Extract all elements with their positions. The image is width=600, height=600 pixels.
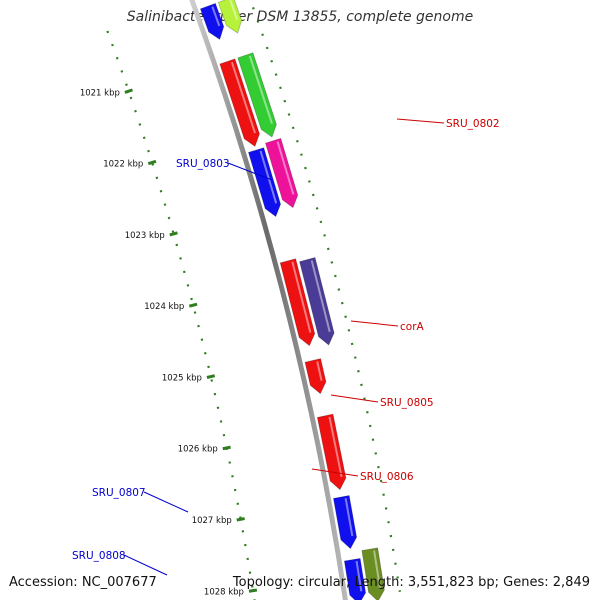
kbp-tick-mark — [169, 231, 178, 237]
gene-label-leader — [227, 162, 273, 181]
kbp-tick-mark — [248, 588, 258, 593]
gene-label: SRU_0808 — [72, 550, 126, 562]
gene-labels: SRU_0802 SRU_0803 corA SRU_0805 SRU_0806 SRU_… — [72, 118, 500, 576]
gene-feature — [279, 258, 316, 347]
kbp-tick-mark — [188, 302, 198, 308]
gene-feature — [247, 147, 282, 218]
gene-label: corA — [400, 321, 425, 333]
kbp-ticks: 1021 kbp 1022 kbp 1023 kbp 1024 kbp 1025 kbp… — [80, 88, 258, 597]
position-guides — [106, 0, 401, 600]
gene-feature — [361, 547, 385, 600]
kbp-tick-label: 1026 kbp — [178, 445, 218, 455]
gene-label: SRU_0803 — [176, 158, 230, 170]
gene-feature-highlight — [373, 550, 382, 589]
kbp-tick-mark — [236, 517, 245, 522]
gene-feature — [217, 0, 243, 34]
gene-feature — [316, 413, 347, 491]
gene-label-leader — [396, 118, 445, 124]
gene-feature-highlight — [344, 498, 354, 537]
gene-feature — [219, 58, 260, 147]
genome-summary-text: Topology: circular; Length: 3,551,823 bp… — [232, 575, 590, 590]
gene-feature-highlight — [328, 416, 343, 477]
kbp-tick-mark — [147, 159, 157, 166]
kbp-tick-label: 1024 kbp — [144, 302, 184, 312]
gene-feature — [264, 137, 299, 209]
gene-feature-highlight — [276, 141, 295, 195]
kbp-tick-mark — [206, 374, 216, 379]
gene-label: SRU_0805 — [380, 397, 434, 409]
gene-label-leader — [123, 554, 168, 576]
gene-feature-highlight — [291, 261, 312, 333]
kbp-tick-label: 1022 kbp — [103, 160, 143, 170]
genome-backbone — [189, 0, 348, 600]
kbp-tick-mark — [124, 88, 133, 94]
gene-label: SRU_0807 — [92, 487, 146, 499]
gene-label: SRU_0802 — [446, 118, 500, 130]
gene-feature-highlight — [259, 150, 278, 204]
kbp-tick-label: 1023 kbp — [125, 231, 165, 241]
gene-feature-highlight — [229, 0, 239, 20]
gene-feature-highlight — [230, 61, 256, 134]
gene-feature — [199, 2, 225, 40]
genes — [199, 0, 385, 600]
gene-feature-highlight — [211, 6, 221, 27]
position-guide-line — [106, 30, 256, 600]
gene-feature — [343, 557, 367, 600]
gene-label-leader — [143, 491, 189, 513]
gene-label-leader — [311, 468, 359, 477]
gene-feature-highlight — [248, 55, 273, 125]
gene-label-leader — [350, 320, 399, 327]
gene-feature-highlight — [310, 260, 331, 333]
kbp-tick-label: 1027 kbp — [192, 516, 232, 526]
kbp-tick-label: 1028 kbp — [204, 587, 244, 597]
gene-feature — [332, 495, 358, 550]
kbp-tick-label: 1025 kbp — [162, 373, 202, 383]
gene-feature-highlight — [316, 361, 323, 381]
gene-feature — [304, 358, 327, 395]
kbp-tick-mark — [222, 445, 231, 451]
gene-label-leader — [330, 394, 379, 403]
gene-label: SRU_0806 — [360, 471, 414, 483]
gene-feature — [237, 52, 277, 138]
gene-feature — [299, 257, 335, 346]
accession-text: Accession: NC_007677 — [9, 575, 157, 590]
gene-feature-highlight — [355, 560, 363, 592]
kbp-tick-label: 1021 kbp — [80, 88, 120, 98]
